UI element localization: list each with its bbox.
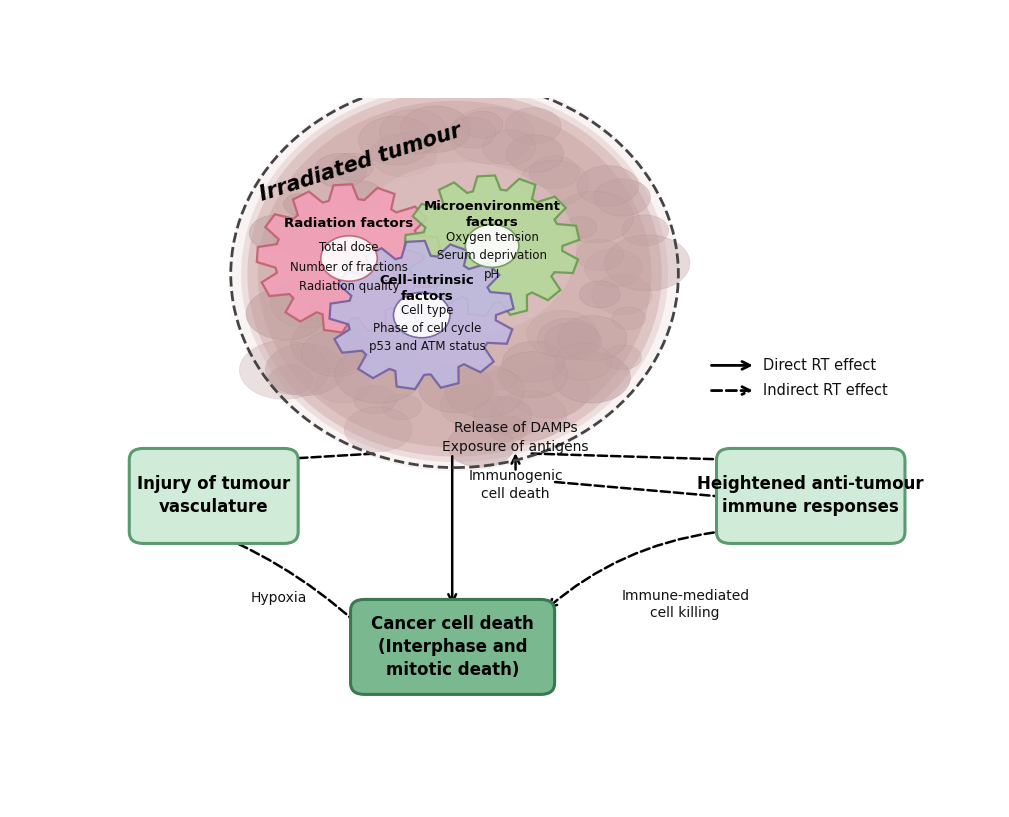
Ellipse shape [594,179,651,216]
Text: p53 and ATM status: p53 and ATM status [369,340,485,353]
Ellipse shape [247,92,662,457]
Ellipse shape [555,191,634,243]
Text: Immune-mediated
cell killing: Immune-mediated cell killing [622,589,750,620]
Ellipse shape [249,215,304,251]
Text: Hypoxia: Hypoxia [250,592,307,605]
Text: Release of DAMPs: Release of DAMPs [454,422,577,435]
Ellipse shape [344,407,412,452]
Ellipse shape [307,301,340,323]
Ellipse shape [520,160,588,206]
Ellipse shape [257,100,652,448]
Text: Radiation quality: Radiation quality [299,280,400,293]
Text: Heightened anti-tumour
immune responses: Heightened anti-tumour immune responses [697,475,924,516]
Ellipse shape [591,275,652,315]
Ellipse shape [530,156,579,189]
Ellipse shape [604,234,690,291]
Ellipse shape [577,166,639,206]
Ellipse shape [579,281,621,308]
Ellipse shape [488,416,528,442]
Polygon shape [257,185,441,333]
Ellipse shape [507,135,563,172]
Text: Injury of tumour
vasculature: Injury of tumour vasculature [137,475,291,516]
Text: Direct RT effect: Direct RT effect [764,358,877,373]
Ellipse shape [400,106,471,153]
Text: Total dose: Total dose [319,241,378,254]
Ellipse shape [445,365,525,417]
Ellipse shape [545,323,601,359]
Text: Cell-intrinsic
factors: Cell-intrinsic factors [379,274,474,302]
Ellipse shape [231,77,678,471]
Ellipse shape [335,346,423,403]
Ellipse shape [419,364,493,413]
Ellipse shape [484,369,516,390]
Text: Indirect RT effect: Indirect RT effect [764,383,888,398]
Ellipse shape [302,330,371,377]
Ellipse shape [538,319,599,359]
FancyBboxPatch shape [350,600,555,694]
Ellipse shape [440,385,504,426]
Text: Serum deprivation: Serum deprivation [437,249,547,262]
Ellipse shape [370,133,436,176]
Circle shape [321,236,377,281]
Ellipse shape [611,307,646,329]
Ellipse shape [448,423,515,467]
Text: Microenvironment
factors: Microenvironment factors [424,200,561,229]
Circle shape [394,292,450,337]
Ellipse shape [270,279,345,328]
Ellipse shape [564,217,596,238]
Text: Oxygen tension: Oxygen tension [446,231,539,244]
Text: Cell type: Cell type [401,304,453,316]
Circle shape [465,225,519,267]
Ellipse shape [482,130,536,165]
Ellipse shape [510,365,589,417]
Text: Exposure of antigens: Exposure of antigens [442,440,589,454]
Ellipse shape [382,395,422,420]
Ellipse shape [353,386,397,413]
Ellipse shape [358,116,433,165]
Ellipse shape [558,315,627,361]
Ellipse shape [379,109,448,154]
Ellipse shape [449,117,495,148]
Ellipse shape [241,87,668,462]
Text: pH: pH [484,268,500,281]
Ellipse shape [315,154,366,188]
Ellipse shape [284,194,317,216]
Text: Irradiated tumour: Irradiated tumour [257,120,464,204]
Text: Number of fractions: Number of fractions [290,261,408,274]
Polygon shape [405,176,579,316]
Ellipse shape [273,212,342,257]
Text: Phase of cell cycle: Phase of cell cycle [373,322,481,335]
Polygon shape [330,241,514,389]
Ellipse shape [604,345,642,369]
Ellipse shape [348,163,576,336]
Text: Radiation factors: Radiation factors [285,217,414,230]
Ellipse shape [502,342,565,382]
Ellipse shape [576,239,624,270]
Ellipse shape [268,365,313,395]
Ellipse shape [553,352,631,403]
Ellipse shape [332,153,373,181]
Ellipse shape [555,343,611,380]
Text: Cancer cell death
(Interphase and
mitotic death): Cancer cell death (Interphase and mitoti… [371,615,534,679]
Ellipse shape [265,344,344,395]
Ellipse shape [497,352,567,398]
Ellipse shape [316,366,370,403]
Ellipse shape [506,108,561,145]
Ellipse shape [584,249,643,287]
Ellipse shape [527,310,597,357]
Ellipse shape [246,288,326,340]
Ellipse shape [336,181,383,212]
Ellipse shape [491,391,566,440]
Ellipse shape [239,341,329,400]
Ellipse shape [291,315,378,373]
Ellipse shape [622,215,669,246]
FancyBboxPatch shape [129,449,299,543]
Ellipse shape [474,396,532,435]
Ellipse shape [462,111,502,138]
Ellipse shape [449,107,534,163]
Text: Immunogenic
cell death: Immunogenic cell death [468,469,563,501]
FancyBboxPatch shape [716,449,905,543]
